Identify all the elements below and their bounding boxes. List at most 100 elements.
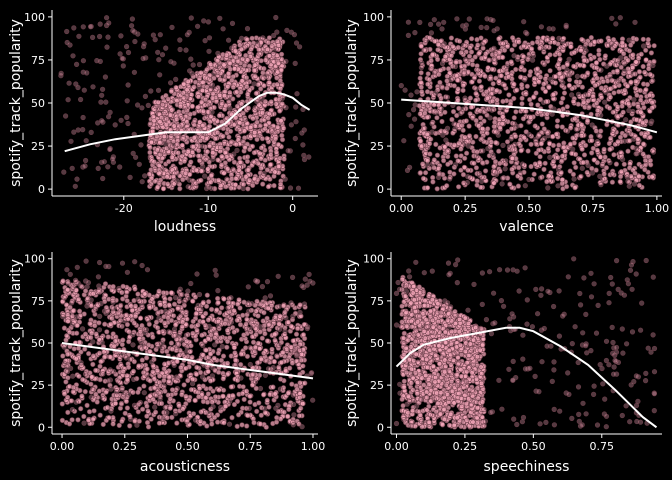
data-point	[252, 379, 259, 385]
data-point	[455, 86, 461, 92]
data-point	[299, 424, 305, 430]
data-point	[188, 95, 194, 102]
data-point	[280, 349, 286, 356]
data-point	[588, 56, 594, 62]
data-point	[523, 91, 529, 97]
data-point	[76, 339, 83, 346]
data-point	[255, 360, 261, 366]
data-point	[260, 181, 266, 187]
data-point	[155, 87, 162, 93]
data-point	[624, 174, 630, 180]
data-point	[216, 112, 222, 119]
data-point	[275, 273, 281, 279]
data-point	[276, 321, 282, 327]
data-point	[159, 329, 166, 335]
data-point	[512, 141, 518, 147]
data-point	[640, 36, 646, 42]
data-point	[203, 409, 209, 416]
data-point	[599, 162, 605, 169]
data-point	[611, 90, 617, 96]
data-point	[437, 79, 443, 86]
data-point	[412, 116, 418, 122]
x-tick-label: 0	[289, 202, 296, 215]
data-point	[272, 337, 278, 344]
data-point	[220, 353, 227, 359]
data-point	[423, 170, 429, 176]
data-point	[61, 344, 67, 350]
data-point	[538, 141, 544, 147]
data-point	[631, 101, 637, 107]
data-point	[440, 132, 446, 138]
data-point	[107, 146, 113, 152]
data-point	[218, 404, 224, 411]
data-point	[509, 155, 516, 161]
data-point	[292, 346, 299, 352]
data-point	[74, 330, 80, 336]
data-point	[215, 295, 221, 302]
data-point	[578, 133, 585, 139]
data-point	[60, 278, 66, 284]
data-point	[260, 318, 266, 324]
data-point	[265, 39, 272, 46]
data-point	[284, 346, 290, 352]
data-point	[431, 102, 437, 108]
data-point	[516, 39, 522, 45]
data-point	[435, 41, 441, 48]
data-point	[183, 393, 189, 400]
data-point	[419, 89, 425, 95]
data-point	[434, 115, 440, 121]
data-point	[196, 291, 203, 298]
data-point	[150, 32, 156, 38]
data-point	[589, 150, 595, 156]
data-point	[465, 174, 471, 180]
x-tick-label: -10	[199, 202, 217, 215]
data-point	[637, 74, 643, 80]
data-point	[127, 423, 133, 429]
data-point	[281, 156, 287, 162]
data-point	[243, 388, 250, 394]
data-point	[272, 314, 279, 321]
data-point	[490, 17, 496, 24]
data-point	[272, 169, 278, 175]
data-point	[78, 406, 84, 412]
data-point	[462, 63, 468, 69]
data-point	[231, 329, 237, 335]
data-point	[155, 325, 161, 331]
data-point	[104, 329, 110, 335]
data-point	[572, 151, 579, 157]
data-point	[484, 95, 491, 101]
data-point	[577, 62, 583, 68]
data-point	[206, 76, 212, 82]
data-point	[182, 105, 188, 111]
data-point	[162, 361, 168, 367]
data-point	[245, 167, 251, 173]
data-point	[97, 313, 103, 320]
data-point	[200, 352, 206, 358]
data-point	[632, 85, 639, 91]
data-point	[205, 317, 211, 323]
data-point	[246, 308, 252, 314]
data-point	[197, 418, 203, 424]
data-point	[179, 142, 185, 148]
data-point	[276, 364, 282, 371]
data-point	[266, 35, 273, 41]
data-point	[188, 15, 194, 21]
data-point	[72, 277, 79, 284]
data-point	[598, 67, 604, 73]
data-point	[642, 157, 649, 164]
data-point	[589, 137, 595, 144]
data-point	[168, 340, 174, 346]
data-point	[222, 321, 228, 327]
data-point	[479, 178, 485, 184]
data-point	[205, 19, 211, 25]
data-point	[239, 78, 245, 84]
data-point	[511, 81, 517, 87]
data-point	[144, 366, 150, 372]
data-point	[504, 63, 510, 70]
data-point	[152, 404, 158, 410]
data-point	[306, 154, 312, 160]
data-point	[103, 389, 109, 395]
data-point	[107, 109, 113, 115]
data-point	[424, 131, 430, 137]
data-point	[262, 126, 268, 132]
